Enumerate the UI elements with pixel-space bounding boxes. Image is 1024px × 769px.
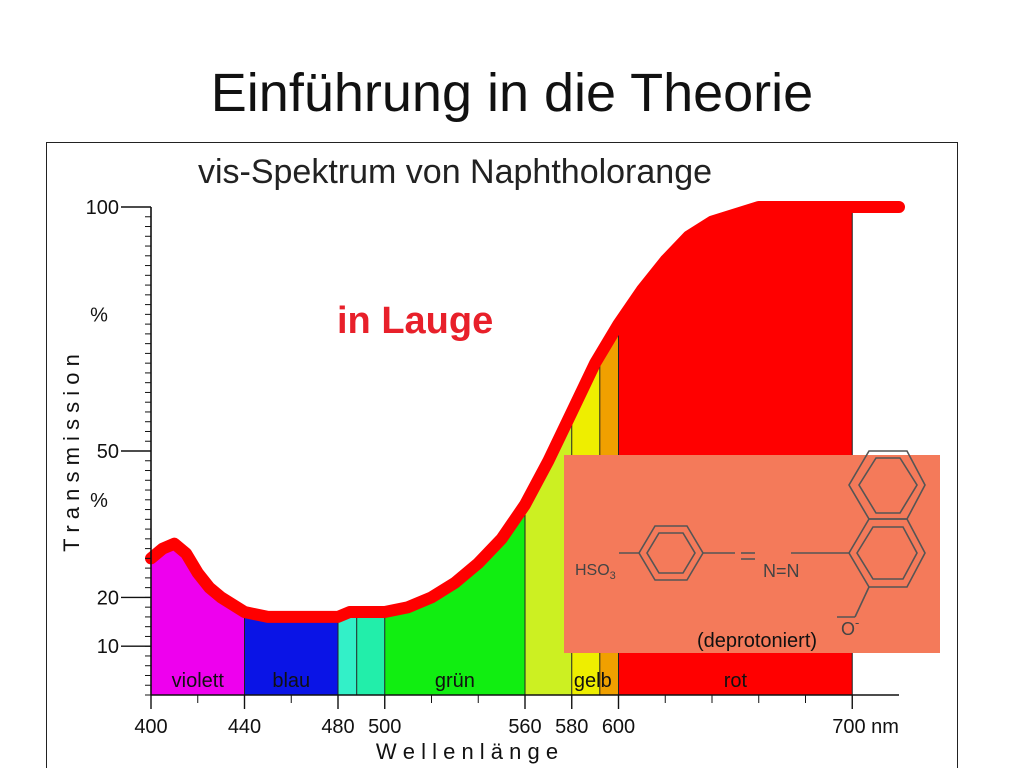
spectrum-chart: vis-Spektrum von Naphtholorange violett b… xyxy=(59,153,940,764)
x-tick-label-2: 480 xyxy=(321,716,354,738)
x-tick-label-1: 440 xyxy=(228,716,261,738)
y-tick-label-3: 10 xyxy=(97,636,119,658)
naphtholorange-structure: HSO3 N=N O- (deprotoniert) xyxy=(564,450,940,653)
axes: 100 50 20 10%% 400 440 480 500 560 580 600 700 nm xyxy=(86,197,899,738)
band-4 xyxy=(384,207,525,695)
x-tick-label-5: 580 xyxy=(555,716,588,738)
y-unit-label-1: % xyxy=(90,490,108,512)
structure-azo: N=N xyxy=(763,561,800,581)
structure-group-left: HSO3 xyxy=(575,562,616,582)
band-0 xyxy=(151,207,245,695)
band-label-0: violett xyxy=(172,670,225,692)
condition-label: in Lauge xyxy=(337,300,493,342)
x-tick-label-3: 500 xyxy=(368,716,401,738)
y-tick-label-1: 50 xyxy=(97,441,119,463)
structure-panel xyxy=(564,455,940,653)
y-unit-label-0: % xyxy=(90,304,108,326)
transmission-curve xyxy=(145,201,905,623)
y-axis-label: T r a n s m i s s i o n xyxy=(59,354,84,552)
structure-caption: (deprotoniert) xyxy=(697,630,817,652)
y-tick-label-0: 100 xyxy=(86,197,119,219)
band-label-3: gelb xyxy=(574,670,612,692)
y-tick-label-2: 20 xyxy=(97,587,119,609)
x-axis-label: W e l l e n l ä n g e xyxy=(376,739,558,764)
structure-bonds xyxy=(619,450,926,618)
band-label-2: grün xyxy=(435,670,475,692)
slide-title: Einführung in die Theorie xyxy=(210,63,814,123)
structure-oxygen: O- xyxy=(841,615,859,639)
band-label-1: blau xyxy=(272,670,310,692)
x-tick-label-0: 400 xyxy=(134,716,167,738)
x-tick-label-6: 600 xyxy=(602,716,635,738)
spectrum-figure: vis-Spektrum von Naphtholorange violett b… xyxy=(46,142,958,768)
chart-title: vis-Spektrum von Naphtholorange xyxy=(198,153,712,191)
band-labels: violett blau grün gelb rot xyxy=(172,670,748,692)
x-tick-label-4: 560 xyxy=(508,716,541,738)
x-tick-label-7: 700 nm xyxy=(832,716,899,738)
band-label-4: rot xyxy=(724,670,748,692)
band-3 xyxy=(356,207,385,695)
